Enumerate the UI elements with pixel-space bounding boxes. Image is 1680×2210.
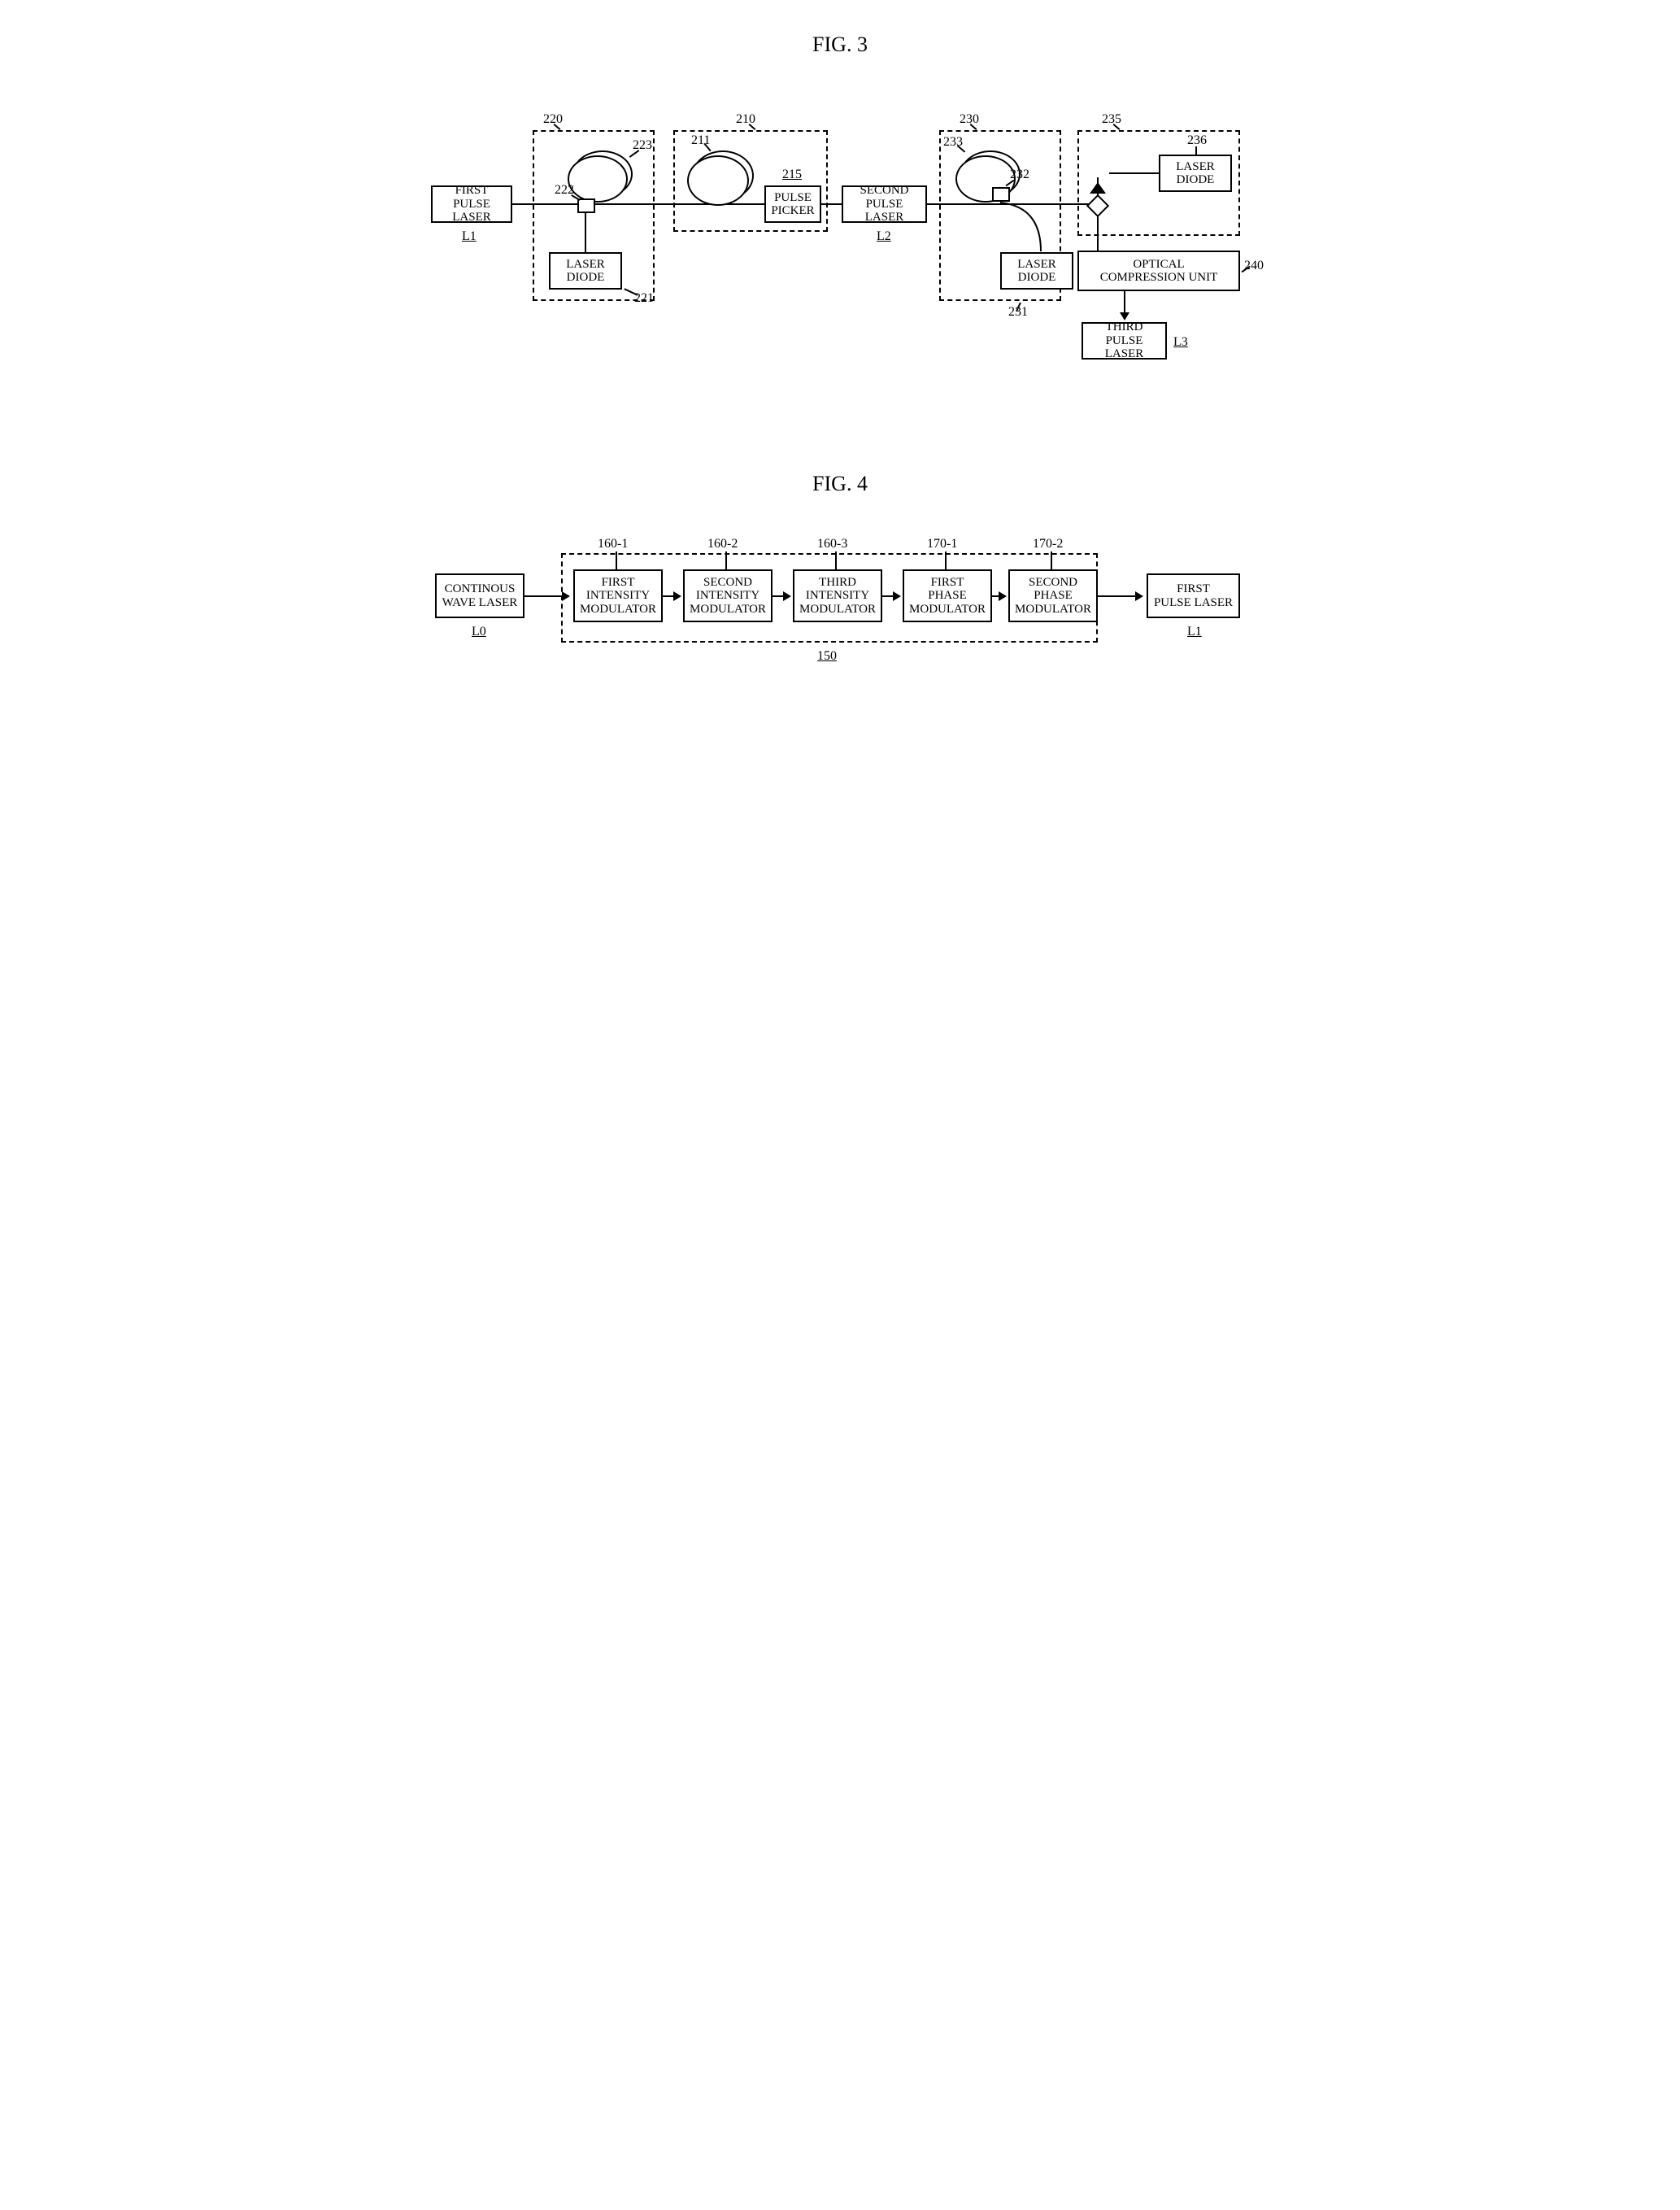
ref-170-2: 170-2 [1033, 537, 1063, 551]
leader-170-2 [1051, 551, 1052, 569]
ref-160-2: 160-2 [707, 537, 738, 551]
wdm-222 [577, 198, 595, 213]
ref-235: 235 [1102, 112, 1121, 127]
third-pulse-laser-box: THIRD PULSE LASER [1082, 322, 1167, 360]
laser-diode-236: LASER DIODE [1159, 155, 1232, 192]
ref-L1-fig3: L1 [462, 229, 477, 244]
ref-L3: L3 [1173, 335, 1188, 350]
optical-compression-unit-box: OPTICAL COMPRESSION UNIT [1077, 251, 1240, 291]
leader-160-3 [835, 551, 837, 569]
fig4-canvas: 150 CONTINOUS WAVE LASER L0 FIRST INTENS… [431, 521, 1249, 732]
curve-232-231 [996, 198, 1053, 255]
line-235-to-240 [1097, 226, 1099, 251]
arrow-im2-im3 [773, 595, 785, 597]
ref-L2: L2 [877, 229, 891, 244]
ref-215: 215 [782, 168, 802, 182]
arrow-im1-im2 [663, 595, 675, 597]
fig3-canvas: FIRST PULSE LASER L1 220 223 222 LASER D… [431, 81, 1249, 423]
ref-236: 236 [1187, 133, 1207, 148]
arrow-pm1-pm2 [992, 595, 1000, 597]
fig3-title: FIG. 3 [431, 33, 1249, 57]
ref-L1-fig4: L1 [1187, 625, 1202, 639]
fig4-title: FIG. 4 [431, 472, 1249, 496]
arrow-cw-im1 [524, 595, 564, 597]
im3-label: THIRD INTENSITY MODULATOR [799, 576, 876, 617]
ref-160-3: 160-3 [817, 537, 847, 551]
second-pulse-laser-box: SECOND PULSE LASER [842, 185, 927, 223]
optical-compression-unit-label: OPTICAL COMPRESSION UNIT [1100, 258, 1218, 285]
im1-label: FIRST INTENSITY MODULATOR [580, 576, 656, 617]
laser-diode-231-label: LASER DIODE [1017, 258, 1056, 285]
line-235-inner [1109, 172, 1159, 174]
arrow-240-to-L3 [1124, 291, 1125, 314]
pulse-picker-215: PULSE PICKER [764, 185, 821, 223]
leader-160-2 [725, 551, 727, 569]
first-pulse-laser-box: FIRST PULSE LASER [431, 185, 512, 223]
cw-laser-label: CONTINOUS WAVE LASER [442, 582, 518, 609]
isolator-icon [1084, 177, 1112, 230]
laser-diode-236-label: LASER DIODE [1176, 160, 1215, 187]
first-pulse-laser-label: FIRST PULSE LASER [436, 184, 507, 224]
leader-160-1 [616, 551, 617, 569]
laser-diode-221: LASER DIODE [549, 252, 622, 290]
arrow-pm2-fpl [1098, 595, 1137, 597]
first-pulse-laser-box-fig4: FIRST PULSE LASER [1147, 573, 1240, 618]
ref-160-1: 160-1 [598, 537, 628, 551]
leader-236 [1195, 146, 1197, 155]
im3-box: THIRD INTENSITY MODULATOR [793, 569, 882, 622]
pm1-label: FIRST PHASE MODULATOR [909, 576, 986, 617]
im2-label: SECOND INTENSITY MODULATOR [690, 576, 766, 617]
arrow-im3-pm1 [882, 595, 894, 597]
ref-L0: L0 [472, 625, 486, 639]
laser-diode-221-label: LASER DIODE [566, 258, 605, 285]
fpl-label: FIRST PULSE LASER [1154, 582, 1233, 609]
leader-170-1 [945, 551, 947, 569]
ref-170-1: 170-1 [927, 537, 957, 551]
im1-box: FIRST INTENSITY MODULATOR [573, 569, 663, 622]
pulse-picker-label: PULSE PICKER [771, 191, 814, 218]
pm1-box: FIRST PHASE MODULATOR [903, 569, 992, 622]
third-pulse-laser-label: THIRD PULSE LASER [1086, 320, 1162, 361]
ref-210: 210 [736, 112, 755, 127]
pm2-box: SECOND PHASE MODULATOR [1008, 569, 1098, 622]
pm2-label: SECOND PHASE MODULATOR [1015, 576, 1091, 617]
cw-laser-box: CONTINOUS WAVE LASER [435, 573, 524, 618]
ref-150: 150 [817, 649, 837, 664]
laser-diode-231: LASER DIODE [1000, 252, 1073, 290]
im2-box: SECOND INTENSITY MODULATOR [683, 569, 773, 622]
second-pulse-laser-label: SECOND PULSE LASER [847, 184, 922, 224]
line-222-to-221 [585, 211, 586, 252]
